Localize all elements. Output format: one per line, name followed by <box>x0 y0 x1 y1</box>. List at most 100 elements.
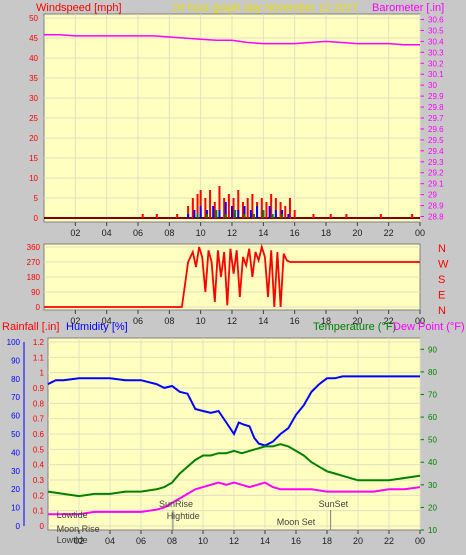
annotation-label: Moon Set <box>277 517 316 527</box>
x-tick-label: 00 <box>415 228 425 238</box>
temperature-tick-label: 80 <box>428 368 437 377</box>
x-tick-label: 14 <box>258 316 268 326</box>
direction-tick-label: 270 <box>27 258 41 267</box>
rain-tick-label: 0.3 <box>33 476 45 485</box>
x-tick-label: 22 <box>384 536 394 546</box>
x-tick-label: 00 <box>415 536 425 546</box>
rain-humidity-temperature-panel: 0 0.1 0.2 0.3 0.4 0.5 0.6 0.7 0.8 0.9 1 1.1 1.2 0 10 20… <box>7 337 437 546</box>
wind-direction-line <box>44 243 420 308</box>
windspeed-axis-title: Windspeed [mph] <box>36 2 122 14</box>
humidity-axis-title: Humidity [%] <box>66 321 128 333</box>
compass-label: S <box>438 274 445 286</box>
annotation-label: Lowtide <box>57 510 88 520</box>
direction-tick-label: 90 <box>31 288 40 297</box>
x-tick-label: 06 <box>136 536 146 546</box>
humidity-tick-label: 30 <box>11 467 20 476</box>
x-tick-label: 16 <box>290 228 300 238</box>
direction-tick-label: 180 <box>27 273 41 282</box>
x-tick-label: 16 <box>290 316 300 326</box>
rain-tick-label: 0.5 <box>33 445 45 454</box>
rain-tick-label: 1.1 <box>33 353 45 362</box>
wind-tick-label: 20 <box>29 134 38 143</box>
humidity-tick-label: 10 <box>11 504 20 513</box>
x-tick-label: 18 <box>321 316 331 326</box>
x-tick-label: 12 <box>227 228 237 238</box>
x-tick-label: 20 <box>352 228 362 238</box>
wind-tick-label: 35 <box>29 74 38 83</box>
compass-label: N <box>438 243 446 255</box>
wind-tick-label: 40 <box>29 54 38 63</box>
compass-label: E <box>438 290 445 302</box>
barometer-tick-label: 30 <box>428 81 437 90</box>
rain-tick-label: 0.6 <box>33 430 45 439</box>
humidity-tick-label: 80 <box>11 375 20 384</box>
humidity-tick-label: 20 <box>11 485 20 494</box>
wind-tick-label: 15 <box>29 154 38 163</box>
x-tick-label: 14 <box>260 536 270 546</box>
annotation-label: SunRise <box>159 499 193 509</box>
barometer-tick-label: 30.5 <box>428 26 444 35</box>
barometer-tick-label: 30.4 <box>428 37 444 46</box>
compass-label: W <box>438 259 449 271</box>
temperature-line <box>47 443 421 498</box>
rain-tick-label: 0.2 <box>33 491 45 500</box>
x-tick-label: 22 <box>384 316 394 326</box>
graph-title: 24 hour graph day November 12 2017 <box>172 2 358 14</box>
temperature-tick-label: 30 <box>428 481 437 490</box>
x-tick-label: 16 <box>291 536 301 546</box>
rain-tick-label: 0.7 <box>33 415 45 424</box>
barometer-tick-label: 29.7 <box>428 114 444 123</box>
x-tick-label: 08 <box>167 536 177 546</box>
compass-label: N <box>438 305 446 317</box>
dewpoint-axis-title: Dew Point (°F) <box>393 321 465 333</box>
rain-tick-label: 0 <box>40 522 45 531</box>
x-tick-label: 02 <box>70 316 80 326</box>
barometer-tick-label: 29.9 <box>428 92 444 101</box>
temperature-tick-label: 20 <box>428 503 437 512</box>
rain-tick-label: 0.4 <box>33 461 45 470</box>
direction-tick-label: 360 <box>27 243 41 252</box>
humidity-tick-label: 50 <box>11 430 20 439</box>
wind-tick-label: 50 <box>29 14 38 23</box>
x-tick-label: 14 <box>258 228 268 238</box>
x-tick-label: 08 <box>164 228 174 238</box>
barometer-tick-label: 30.6 <box>428 15 444 24</box>
temperature-tick-label: 60 <box>428 413 437 422</box>
x-tick-label: 20 <box>352 316 362 326</box>
dewpoint-line <box>48 481 421 516</box>
x-tick-label: 10 <box>198 536 208 546</box>
humidity-tick-label: 90 <box>11 356 20 365</box>
annotation-label: Lowtide <box>57 535 88 545</box>
x-tick-label: 04 <box>102 316 112 326</box>
humidity-tick-label: 0 <box>16 522 21 531</box>
barometer-tick-label: 29.3 <box>428 158 444 167</box>
x-tick-label: 04 <box>102 228 112 238</box>
barometer-tick-label: 29.4 <box>428 147 444 156</box>
wind-tick-label: 10 <box>29 174 38 183</box>
wind-tick-label: 25 <box>29 114 38 123</box>
wind-tick-label: 30 <box>29 94 38 103</box>
humidity-tick-label: 100 <box>7 338 21 347</box>
barometer-axis-title: Barometer [.in] <box>372 2 444 14</box>
temperature-tick-label: 90 <box>428 345 437 354</box>
x-tick-label: 20 <box>353 536 363 546</box>
barometer-tick-label: 30.1 <box>428 70 444 79</box>
x-tick-label: 10 <box>196 228 206 238</box>
rain-tick-label: 0.1 <box>33 507 45 516</box>
humidity-line <box>47 375 420 447</box>
x-tick-label: 00 <box>415 316 425 326</box>
temperature-tick-label: 50 <box>428 436 437 445</box>
x-tick-label: 18 <box>321 228 331 238</box>
rain-tick-label: 1.2 <box>33 338 45 347</box>
annotation-label: Hightide <box>167 511 200 521</box>
x-tick-label: 12 <box>229 536 239 546</box>
humidity-tick-label: 70 <box>11 393 20 402</box>
x-tick-label: 02 <box>70 228 80 238</box>
x-tick-label: 10 <box>196 316 206 326</box>
humidity-tick-label: 40 <box>11 448 20 457</box>
x-tick-label: 22 <box>384 228 394 238</box>
barometer-tick-label: 29 <box>428 191 437 200</box>
barometer-tick-label: 28.9 <box>428 202 444 211</box>
